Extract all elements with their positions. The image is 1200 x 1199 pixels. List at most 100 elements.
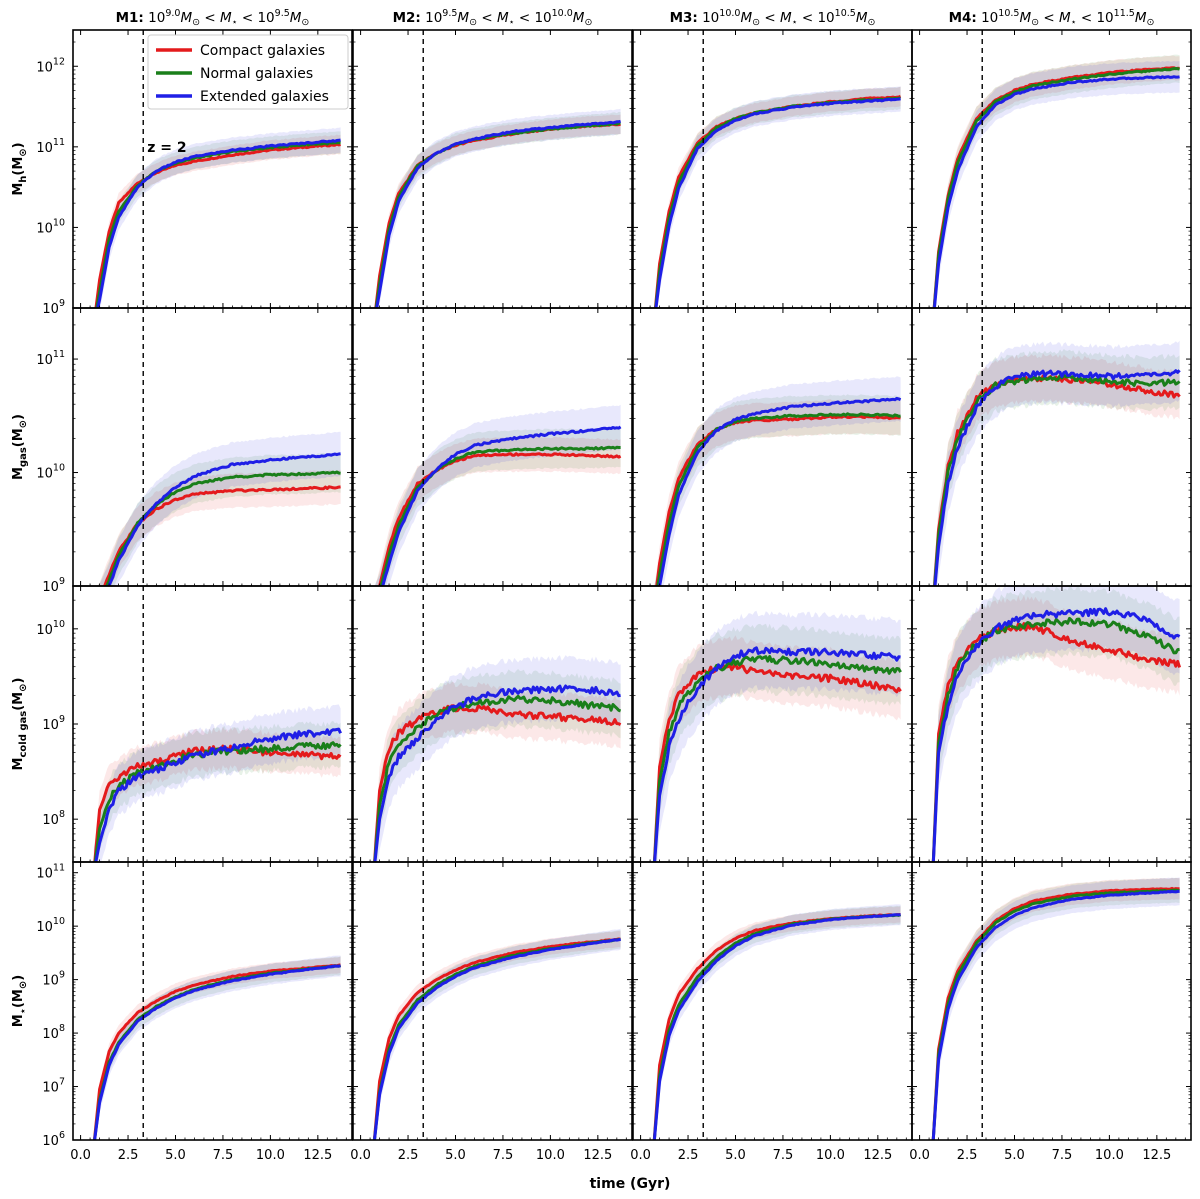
y-tick-label: 1011	[36, 137, 65, 156]
x-tick-label: 10.0	[816, 1148, 845, 1163]
x-tick-label: 10.0	[256, 1148, 285, 1163]
series-normal	[652, 655, 902, 862]
x-tick-label: 5.0	[165, 1148, 186, 1163]
x-tick-label: 12.5	[863, 1148, 892, 1163]
band-normal	[96, 452, 341, 586]
band-compact	[94, 134, 341, 308]
series-normal	[931, 616, 1180, 862]
band-compact	[932, 877, 1180, 1140]
series-compact	[931, 886, 1180, 1140]
y-tick-label: 1010	[36, 463, 65, 482]
y-tick-label: 1011	[36, 349, 65, 368]
x-tick-label: 12.5	[583, 1148, 612, 1163]
x-tick-label: 5.0	[445, 1148, 466, 1163]
series-extended	[373, 684, 621, 862]
band-extended	[653, 904, 901, 1140]
series-normal	[373, 694, 622, 862]
series-extended	[93, 964, 341, 1140]
y-axis-label: Mgas(M⊙)	[11, 414, 29, 480]
x-tick-label: 0.0	[350, 1148, 371, 1163]
band-normal	[932, 349, 1180, 586]
series-compact	[932, 66, 1180, 308]
series-compact	[372, 937, 621, 1140]
panel-r4-c3: 0.0 2.5 5.0 7.5 10.0 12.5	[630, 861, 913, 1163]
panel-r3-c1: 108 109 1010	[36, 585, 353, 863]
series-compact	[94, 142, 341, 308]
band-compact	[653, 906, 901, 1140]
band-extended	[653, 610, 901, 862]
band-normal	[373, 930, 621, 1140]
panel-r1-c1: 109 1010 1011 1012	[36, 29, 353, 317]
band-normal	[932, 586, 1180, 862]
series-normal	[652, 913, 902, 1140]
band-normal	[93, 720, 341, 862]
band-extended	[654, 86, 901, 308]
band-extended	[93, 704, 341, 862]
y-tick-label: 106	[42, 1130, 65, 1149]
legend-label-normal: Normal galaxies	[200, 66, 313, 82]
band-normal	[94, 131, 341, 308]
band-extended	[374, 404, 621, 586]
band-compact	[932, 353, 1180, 586]
x-tick-label: 2.5	[678, 1148, 699, 1163]
x-tick-label: 10.0	[1095, 1148, 1124, 1163]
series-normal	[374, 121, 621, 308]
y-tick-label: 107	[42, 1077, 65, 1096]
x-tick-label: 7.5	[213, 1148, 234, 1163]
series-compact	[652, 662, 902, 862]
band-extended	[932, 60, 1180, 308]
series-extended	[658, 396, 902, 586]
panel-r2-c1: 109 1010 1011	[36, 307, 353, 595]
series-compact	[374, 122, 621, 308]
band-normal	[654, 394, 901, 586]
band-compact	[373, 931, 621, 1140]
y-tick-label: 109	[42, 714, 65, 733]
series-normal	[95, 141, 341, 308]
x-tick-label: 0.0	[630, 1148, 651, 1163]
panel-r1-c2	[352, 29, 633, 309]
band-extended	[95, 431, 341, 586]
band-normal	[653, 905, 901, 1140]
series-compact	[652, 913, 901, 1140]
panel-r1-c4	[911, 29, 1192, 309]
band-compact	[375, 436, 621, 586]
x-tick-label: 2.5	[957, 1148, 978, 1163]
x-tick-label: 7.5	[1052, 1148, 1073, 1163]
series-extended	[652, 913, 901, 1140]
column-title-2: M2: 109.5M⊙ < M⋆ < 1010.0M⊙	[393, 8, 593, 28]
series-extended	[94, 727, 342, 862]
band-extended	[932, 586, 1180, 862]
panel-r3-c3	[632, 585, 913, 863]
x-tick-label: 10.0	[536, 1148, 565, 1163]
series-normal	[931, 888, 1180, 1140]
x-tick-label: 2.5	[398, 1148, 419, 1163]
y-axis-label: M⋆(M⊙)	[11, 975, 29, 1027]
panel-frame	[352, 29, 633, 309]
x-tick-label: 12.5	[1142, 1148, 1171, 1163]
x-tick-label: 0.0	[70, 1148, 91, 1163]
panel-r4-c1: 0.0 2.5 5.0 7.5 10.0 12.5 106 107 108 109 1010 1011	[36, 861, 353, 1163]
panel-r4-c2: 0.0 2.5 5.0 7.5 10.0 12.5	[350, 861, 633, 1163]
panel-frame	[72, 861, 353, 1141]
band-compact	[654, 399, 901, 586]
band-compact	[932, 595, 1180, 862]
y-tick-label: 1010	[36, 916, 65, 935]
x-axis-label: time (Gyr)	[590, 1176, 671, 1192]
series-extended	[381, 425, 622, 586]
column-title-1: M1: 109.0M⊙ < M⋆ < 109.5M⊙	[116, 8, 310, 28]
series-normal	[379, 445, 621, 586]
series-normal	[654, 96, 901, 308]
panel-r2-c3	[632, 307, 913, 587]
series-extended	[931, 607, 1181, 862]
column-title-4: M4: 1010.5M⊙ < M⋆ < 1011.5M⊙	[949, 8, 1155, 28]
x-tick-label: 7.5	[773, 1148, 794, 1163]
x-tick-label: 7.5	[493, 1148, 514, 1163]
series-extended	[372, 937, 622, 1140]
series-extended	[107, 452, 341, 586]
band-normal	[933, 54, 1180, 308]
series-extended	[654, 97, 901, 308]
y-tick-label: 1012	[36, 56, 65, 75]
band-normal	[932, 877, 1180, 1140]
x-tick-label: 0.0	[909, 1148, 930, 1163]
